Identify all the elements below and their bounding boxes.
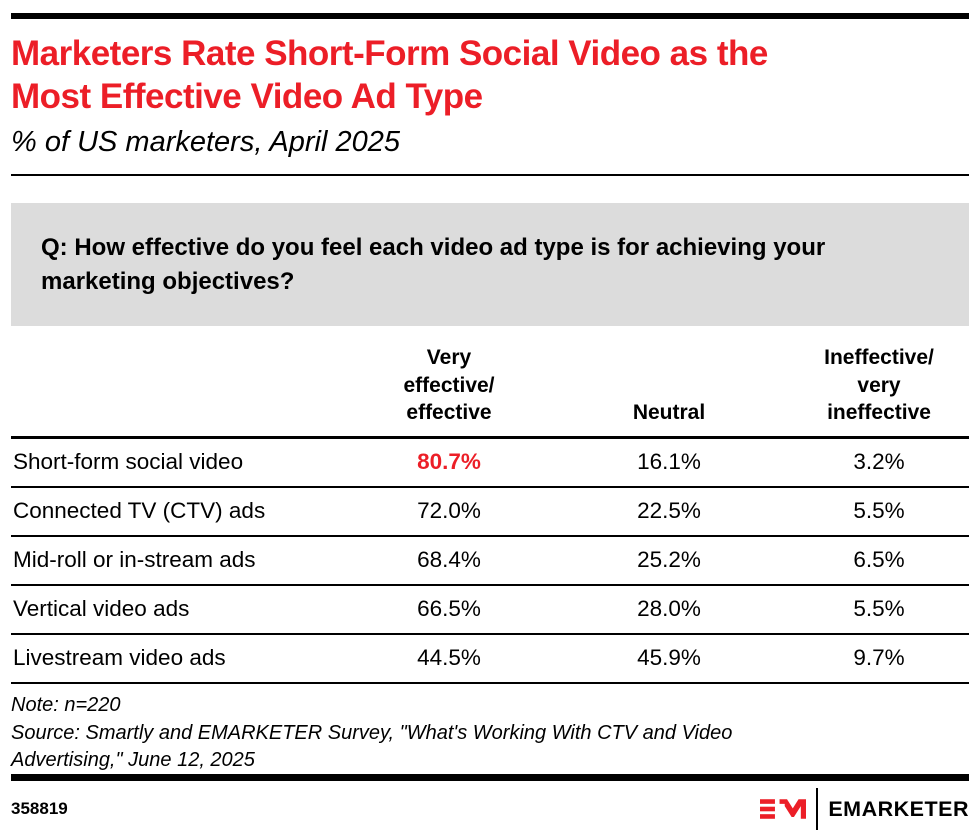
table-row: Livestream video ads 44.5% 45.9% 9.7% — [11, 634, 969, 684]
em-monogram-icon — [760, 799, 807, 820]
table-header-row: Very effective/ effective Neutral Ineffe… — [11, 344, 969, 438]
emarketer-logo: EMARKETER — [760, 788, 969, 831]
question-box: Q: How effective do you feel each video … — [11, 203, 969, 327]
table-body: Short-form social video 80.7% 16.1% 3.2%… — [11, 438, 969, 684]
source-text: Source: Smartly and EMARKETER Survey, "W… — [11, 721, 733, 771]
cell-very-effective: 66.5% — [417, 596, 481, 622]
cell-very-effective: 72.0% — [417, 498, 481, 524]
top-accent-bar — [11, 13, 969, 19]
row-label: Mid-roll or in-stream ads — [13, 547, 256, 573]
cell-ineffective: 6.5% — [853, 547, 905, 573]
cell-ineffective: 5.5% — [853, 498, 905, 524]
emarketer-wordmark: EMARKETER — [828, 796, 969, 821]
header-divider — [11, 174, 969, 177]
row-label: Short-form social video — [13, 449, 244, 475]
table-row: Short-form social video 80.7% 16.1% 3.2% — [11, 438, 969, 488]
cell-very-effective: 80.7% — [417, 449, 481, 475]
footnotes: Note: n=220 Source: Smartly and EMARKETE… — [11, 692, 969, 774]
column-header-neutral: Neutral — [632, 400, 706, 424]
cell-ineffective: 3.2% — [853, 449, 905, 475]
chart-subtitle: % of US marketers, April 2025 — [11, 126, 400, 159]
cell-neutral: 45.9% — [637, 645, 701, 671]
row-label-header — [11, 344, 349, 437]
table-row: Mid-roll or in-stream ads 68.4% 25.2% 6.… — [11, 536, 969, 586]
cell-very-effective: 68.4% — [417, 547, 481, 573]
column-header-ineffective: Ineffective/ very ineffective — [824, 346, 934, 424]
cell-ineffective: 5.5% — [853, 596, 905, 622]
row-label: Connected TV (CTV) ads — [13, 498, 266, 524]
results-table: Very effective/ effective Neutral Ineffe… — [11, 344, 969, 684]
cell-ineffective: 9.7% — [853, 645, 905, 671]
row-label: Vertical video ads — [13, 596, 190, 622]
bottom-accent-bar — [11, 774, 969, 782]
cell-neutral: 28.0% — [637, 596, 701, 622]
cell-neutral: 16.1% — [637, 449, 701, 475]
cell-neutral: 25.2% — [637, 547, 701, 573]
cell-neutral: 22.5% — [637, 498, 701, 524]
footer: 358819 EMARKETER — [11, 788, 969, 831]
logo-divider — [816, 788, 819, 831]
table-row: Vertical video ads 66.5% 28.0% 5.5% — [11, 585, 969, 635]
column-header-very-effective: Very effective/ effective — [403, 346, 495, 424]
table-row: Connected TV (CTV) ads 72.0% 22.5% 5.5% — [11, 487, 969, 537]
question-text: Q: How effective do you feel each video … — [41, 234, 826, 295]
chart-id: 358819 — [11, 799, 68, 819]
chart-title: Marketers Rate Short-Form Social Video a… — [11, 34, 768, 117]
note-text: Note: n=220 — [11, 694, 121, 717]
row-label: Livestream video ads — [13, 645, 226, 671]
cell-very-effective: 44.5% — [417, 645, 481, 671]
